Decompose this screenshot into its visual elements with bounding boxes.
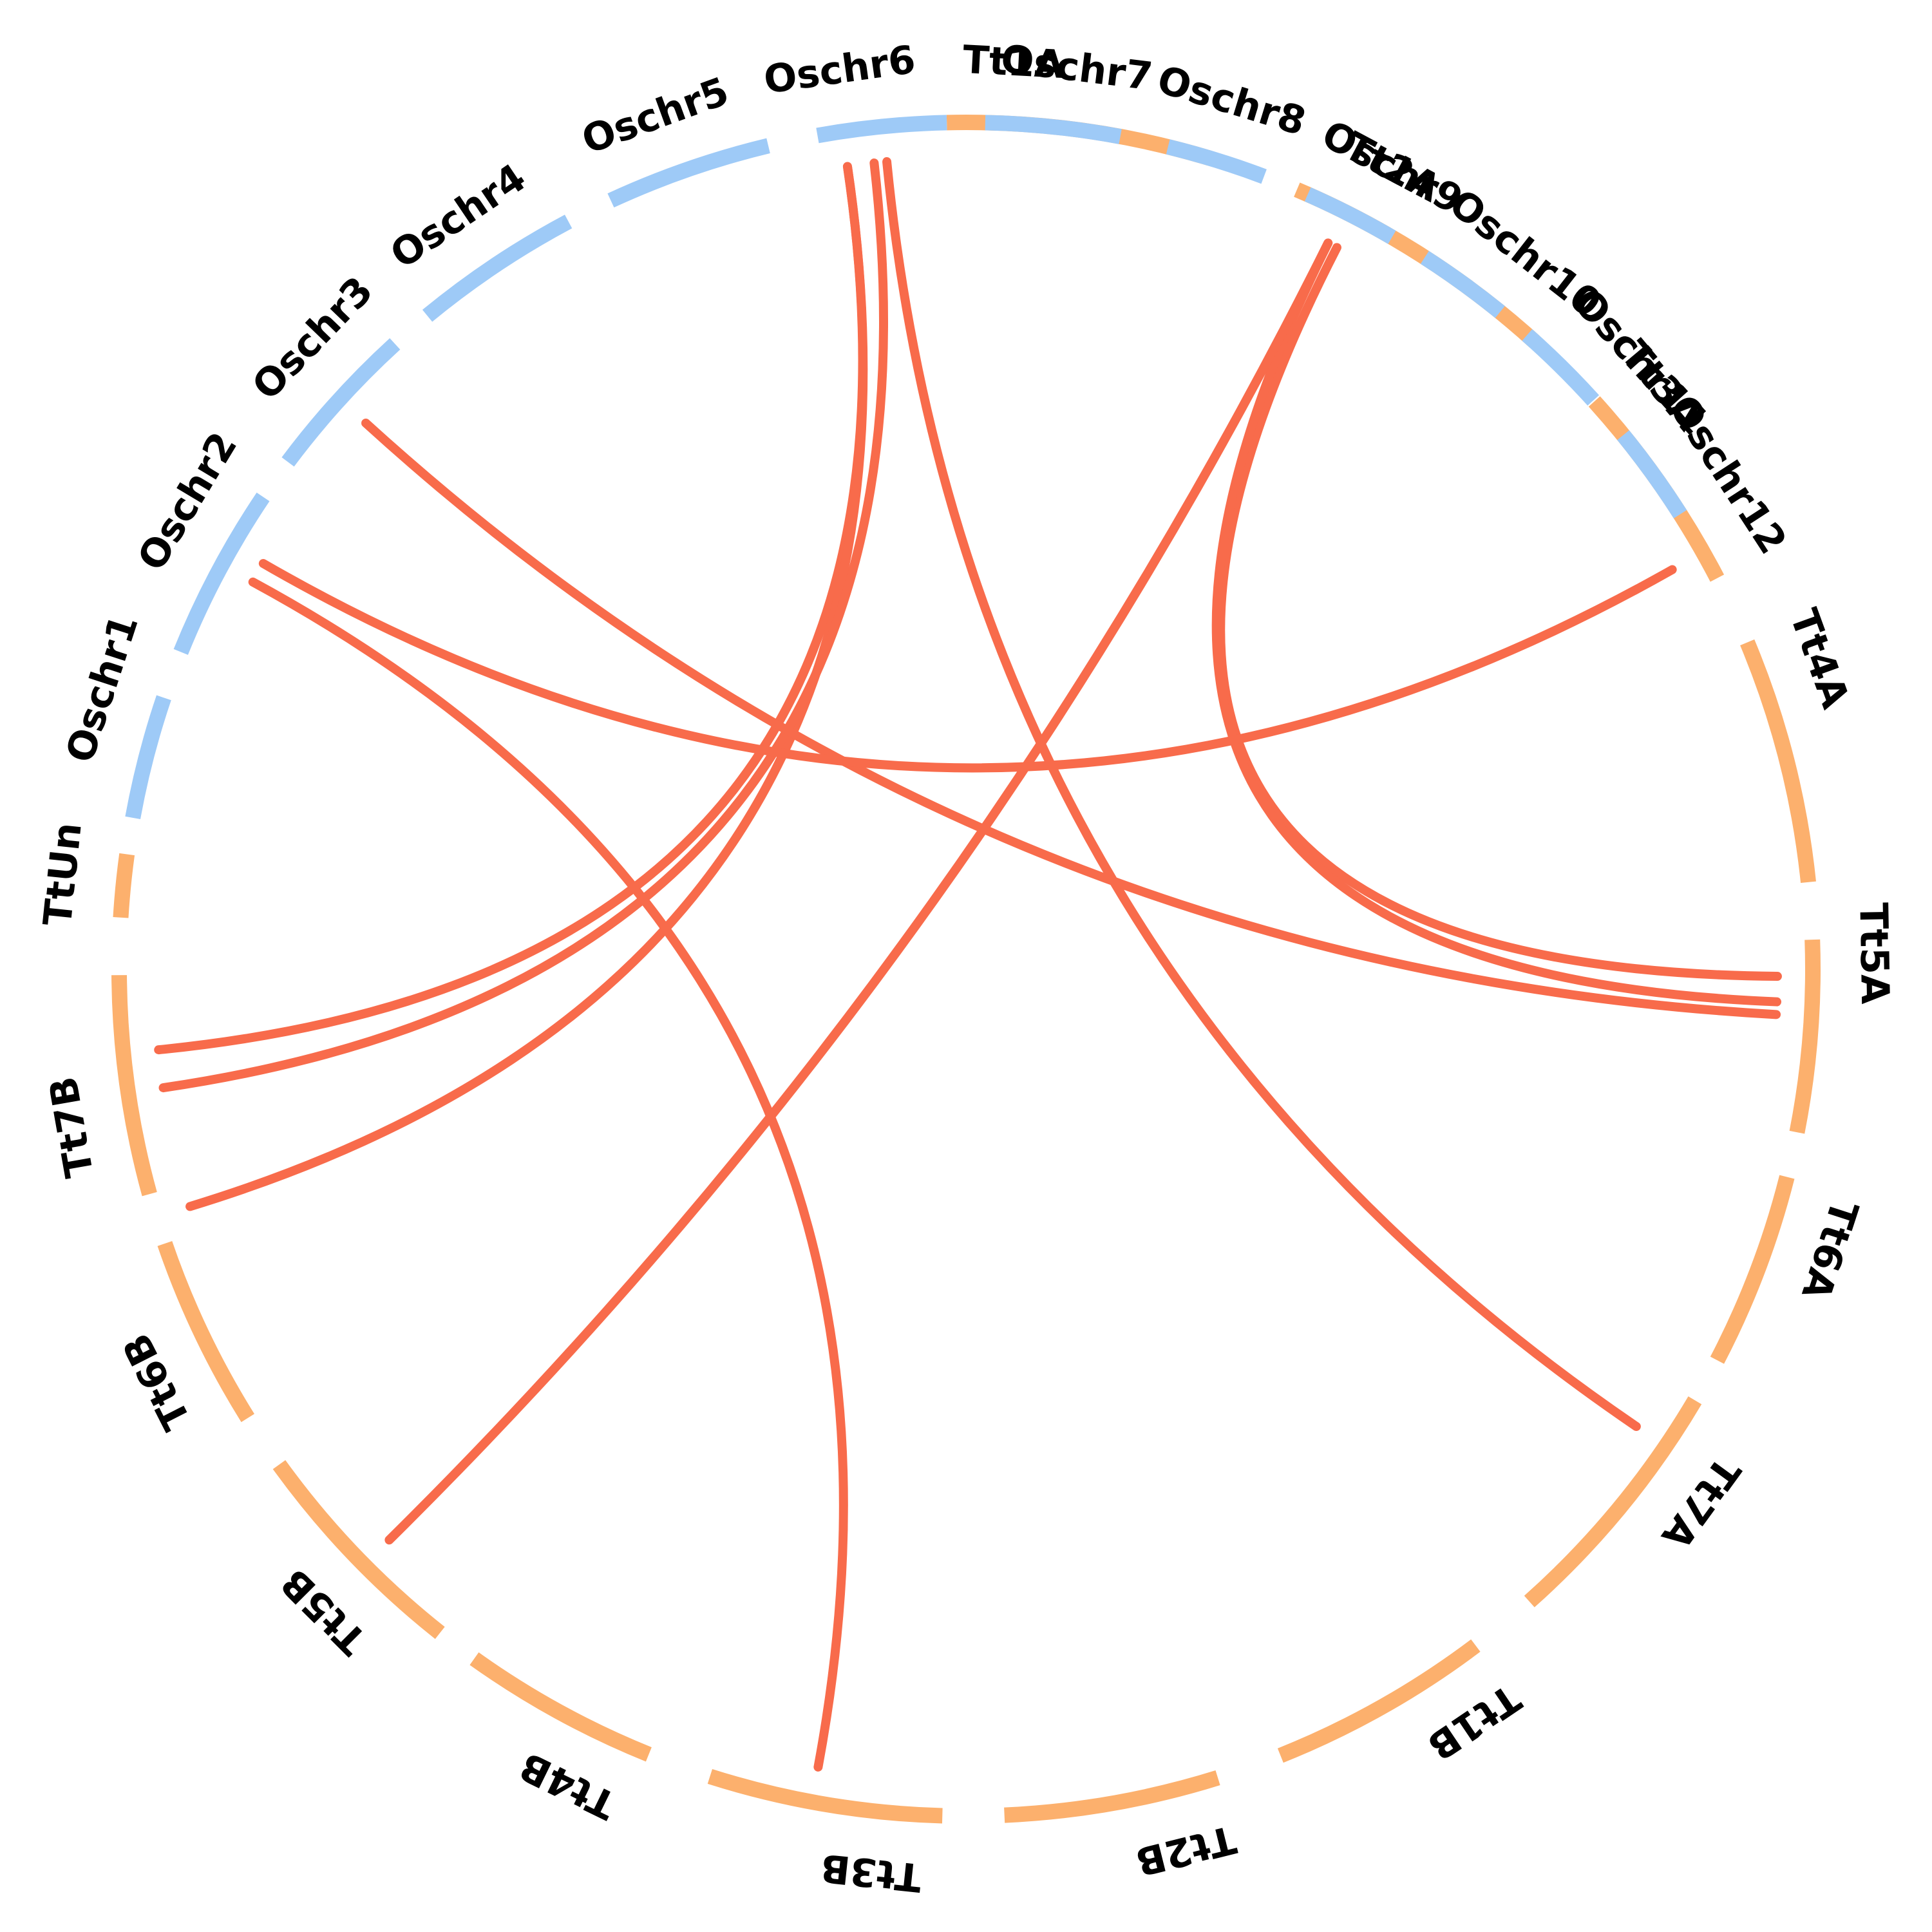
chromosome-arc-oschr10 [1420,251,1505,318]
chromosome-label-oschr8: Oschr8 [1152,57,1311,145]
synteny-links [154,157,1782,1772]
chromosome-arc-tt4a [1740,639,1816,884]
chromosome-arc-oschr1 [125,695,171,820]
chromosome-arc-oschr12 [1617,430,1687,518]
chromosome-label-tt3b: Tt3B [819,1844,924,1900]
chromosome-label-oschr7: Oschr7 [998,36,1155,99]
chromosome-label-tt6b: Tt6B [114,1326,200,1437]
synteny-link-oschr6-tt7b [154,162,867,1055]
chromosome-label-tt7b: Tt7B [41,1073,102,1180]
chromosome-arc-tt6a [1710,1175,1795,1364]
chromosome-arc-tt5a [1789,939,1821,1134]
chromosome-arc-oschr5 [607,138,770,208]
chromosome-arc-tt4b [469,1652,652,1762]
synteny-link-oschr2-tt3a [258,559,1677,773]
chromosome-arc-oschr8 [1166,139,1267,184]
chromosome-arc-oschr6 [816,115,947,144]
synteny-link-oschr9-tt5a [1211,238,1781,1007]
chromosome-label-oschr3: Oschr3 [243,268,382,409]
chromosome-label-ttun: TtUn [35,820,90,928]
chromosome-label-tt2b: Tt2B [1131,1816,1240,1884]
synteny-link-oschr2-tt3b [248,577,848,1772]
chromosome-arc-tt7a [1524,1396,1702,1607]
chromosome-arc-oschr7 [985,115,1122,144]
chromosome-label-oschr1: Oschr1 [57,609,147,768]
chromosome-arc-tt3b [707,1769,943,1824]
chromosome-label-oschr12: Oschr12 [1660,387,1795,562]
chromosome-label-tt1a: Tt1A [961,37,1066,88]
synteny-link-oschr9-tt5a [1216,243,1782,981]
chromosome-arcs [111,115,1821,1824]
chromosome-arc-oschr9 [1304,187,1396,244]
chromosome-arc-tt1b [1277,1639,1481,1763]
chromosome-label-oschr6: Oschr6 [761,37,918,103]
chromosome-arc-ttun [113,853,135,918]
chromosome-label-oschr5: Oschr5 [576,69,735,164]
chromosome-label-tt4a: Tt4A [1781,603,1858,715]
chromosome-label-tt7a: Tt7A [1653,1448,1749,1557]
chromosome-label-tt5a: Tt5A [1850,902,1897,1005]
synteny-link-oschr6-tt7b [158,158,889,1093]
chromosome-label-tt6a: Tt6A [1792,1195,1867,1305]
chromosome-arc-oschr4 [422,214,573,322]
chromosome-arc-oschr2 [173,492,270,655]
chromosome-label-tt1b: Tt1B [1419,1675,1528,1769]
chromosome-arc-oschr11 [1522,329,1600,406]
synteny-link-oschr6-tt6b [185,162,868,1211]
chromosome-arc-tt2b [1004,1770,1220,1823]
chromosome-arc-tt5b [272,1460,445,1639]
synteny-link-oschr3-tt5a [361,419,1781,1019]
chromosome-arc-tt7b [111,975,157,1197]
chromosome-arc-oschr3 [281,338,401,467]
chromosome-label-tt4b: Tt4B [513,1743,623,1828]
chromosome-label-tt5b: Tt5B [272,1560,376,1663]
synteny-link-oschr9-tt5b [384,238,1333,1545]
chromosome-arc-tt6b [157,1241,254,1423]
